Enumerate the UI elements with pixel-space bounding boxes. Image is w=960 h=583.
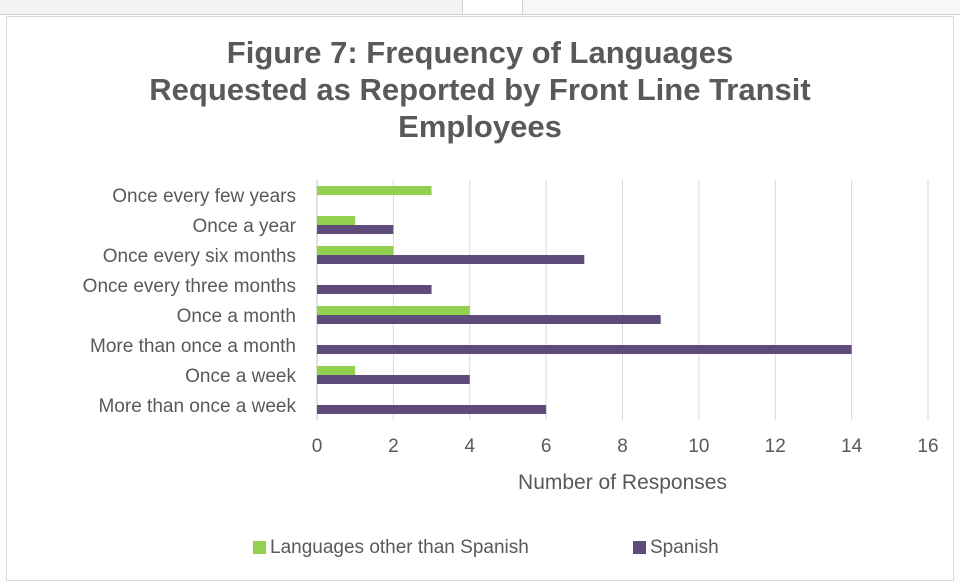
x-axis-title: Number of Responses <box>518 471 727 494</box>
legend-label: Languages other than Spanish <box>270 537 529 558</box>
x-tick-label: 8 <box>617 436 628 457</box>
bar-spanish <box>317 255 585 264</box>
window-strip-right <box>522 0 960 15</box>
legend-swatch <box>253 541 266 554</box>
chart-area[interactable] <box>6 16 954 581</box>
bar-spanish <box>317 225 394 234</box>
x-tick-label: 10 <box>688 436 709 457</box>
category-label: More than once a week <box>98 396 296 417</box>
x-tick-label: 16 <box>917 436 938 457</box>
x-tick-label: 4 <box>464 436 475 457</box>
x-tick-label: 6 <box>541 436 552 457</box>
x-tick-label: 12 <box>765 436 786 457</box>
category-label: Once every six months <box>103 246 296 267</box>
bar-spanish <box>317 285 432 294</box>
x-tick-label: 0 <box>312 436 323 457</box>
bar-spanish <box>317 345 852 354</box>
bar-other-languages <box>317 186 432 195</box>
window-strip-left <box>0 0 462 15</box>
chart-title-line-3: Employees <box>398 109 562 144</box>
legend-label: Spanish <box>650 537 719 558</box>
bar-spanish <box>317 405 547 414</box>
category-label: More than once a month <box>90 336 296 357</box>
legend-swatch <box>633 541 646 554</box>
chart-title-line-1: Figure 7: Frequency of Languages <box>226 35 734 70</box>
bar-spanish <box>317 375 470 384</box>
x-tick-label: 14 <box>841 436 863 457</box>
category-label: Once every three months <box>83 276 296 297</box>
category-label: Once a year <box>193 216 297 237</box>
bar-other-languages <box>317 216 356 225</box>
window-strip-tab <box>462 0 523 15</box>
bar-spanish <box>317 315 661 324</box>
bar-other-languages <box>317 246 394 255</box>
bar-other-languages <box>317 366 356 375</box>
category-label: Once a week <box>185 366 296 387</box>
chart-title: Figure 7: Frequency of Languages Request… <box>40 34 920 145</box>
bar-other-languages <box>317 306 470 315</box>
category-label: Once a month <box>177 306 296 327</box>
x-tick-label: 2 <box>388 436 399 457</box>
category-label: Once every few years <box>112 186 296 207</box>
chart-title-line-2: Requested as Reported by Front Line Tran… <box>149 72 811 107</box>
